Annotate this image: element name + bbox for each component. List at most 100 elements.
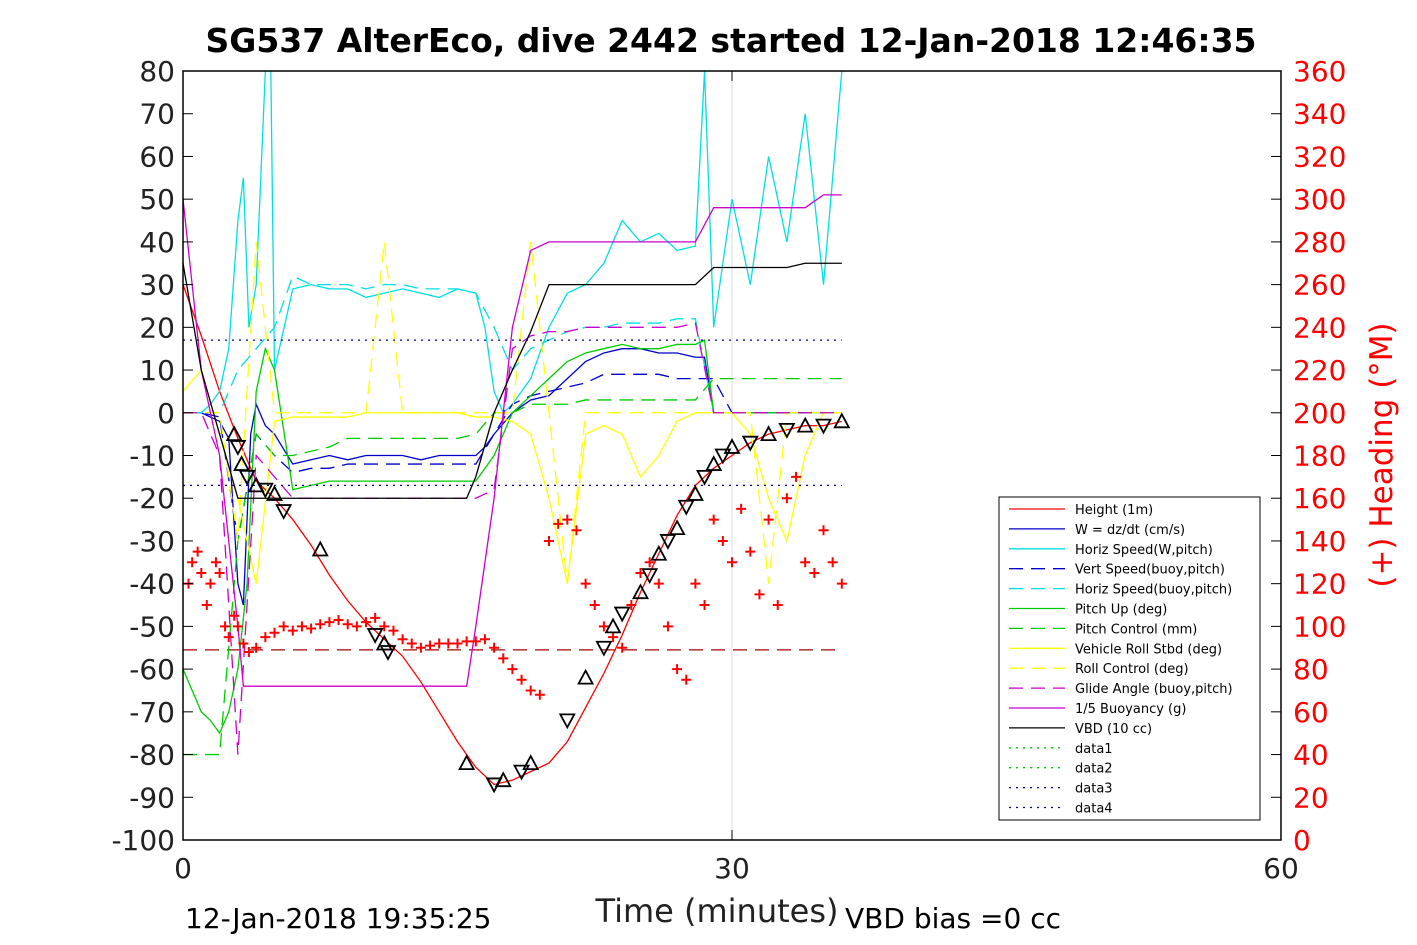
triangle-marker (833, 412, 851, 429)
x-tick-label: 30 (714, 852, 750, 885)
triangle-marker (595, 640, 613, 657)
right-tick-label: 60 (1293, 696, 1329, 729)
triangle-marker (631, 583, 650, 600)
heading-point (461, 636, 472, 647)
heading-point (745, 546, 756, 557)
series-line-11 (183, 262, 842, 499)
chart-title: SG537 AlterEco, dive 2442 started 12-Jan… (205, 21, 1256, 60)
legend-entry: data3 (1075, 782, 1113, 797)
heading-point (617, 642, 628, 653)
heading-point (333, 614, 344, 625)
right-tick-label: 220 (1293, 354, 1346, 387)
heading-point (278, 621, 289, 632)
heading-point (196, 567, 207, 578)
legend-entry: data4 (1075, 802, 1113, 817)
left-tick-label: -60 (129, 653, 175, 686)
legend: Height (1m) W = dz/dt (cm/s) Horiz Speed(W… (998, 496, 1261, 821)
left-tick-label: -100 (111, 824, 175, 857)
legend-entry: data1 (1075, 742, 1113, 757)
legend-box (998, 496, 1261, 821)
triangle-marker (513, 764, 531, 781)
heading-point (470, 636, 481, 647)
triangle-marker (558, 713, 576, 730)
heading-point (415, 642, 426, 653)
legend-entry: Height (1m) (1075, 503, 1153, 518)
triangle-marker (714, 448, 732, 465)
right-tick-label: 240 (1293, 311, 1346, 344)
heading-point (434, 638, 445, 649)
left-tick-label: 70 (139, 98, 175, 131)
right-tick-label: 160 (1293, 482, 1346, 515)
series-line-0 (183, 284, 842, 786)
heading-point (562, 514, 573, 525)
triangle-marker (741, 435, 759, 452)
right-tick-label: 100 (1293, 610, 1346, 643)
right-tick-label: 300 (1293, 183, 1346, 216)
right-tick-label: 0 (1293, 824, 1311, 857)
right-tick-label: 260 (1293, 269, 1346, 302)
right-tick-label: 320 (1293, 140, 1346, 173)
heading-point (296, 621, 307, 632)
series-layer (183, 71, 843, 786)
left-tick-label: -70 (129, 696, 175, 729)
right-tick-label: 200 (1293, 397, 1346, 430)
legend-entry: Pitch Control (mm) (1075, 622, 1197, 637)
heading-point (772, 600, 783, 611)
left-tick-label: 20 (139, 311, 175, 344)
heading-point (690, 578, 701, 589)
triangle-marker (311, 540, 329, 557)
triangle-marker (641, 568, 659, 585)
heading-point (791, 471, 802, 482)
right-tick-label: 120 (1293, 568, 1346, 601)
left-tick-label: -50 (129, 610, 175, 643)
heading-point (406, 638, 417, 649)
right-tick-label: 180 (1293, 440, 1346, 473)
triangle-marker (229, 440, 247, 456)
footer-timestamp: 12-Jan-2018 19:35:25 (185, 902, 491, 935)
heading-point (699, 600, 710, 611)
x-axis-label: Time (minutes) (595, 892, 839, 930)
heading-point (315, 619, 326, 630)
right-tick-label: 360 (1293, 55, 1346, 88)
right-axis-label: (+) Heading (°M) (1364, 322, 1400, 587)
heading-point (662, 621, 673, 632)
heading-point (192, 546, 203, 557)
heading-point (553, 518, 564, 529)
heading-point (672, 664, 683, 675)
triangle-marker (659, 534, 677, 550)
heading-point (379, 621, 390, 632)
heading-point (644, 557, 655, 568)
heading-point (425, 640, 436, 651)
heading-point (800, 557, 811, 568)
triangle-marker (760, 425, 778, 442)
triangle-marker (256, 482, 274, 499)
heading-point (351, 621, 362, 632)
left-tick-label: -80 (129, 739, 175, 772)
footer-vbd-bias: VBD bias =0 cc (845, 902, 1061, 935)
x-tick-label: 0 (174, 852, 192, 885)
heading-point (571, 525, 582, 536)
legend-entry: W = dz/dt (cm/s) (1075, 523, 1185, 538)
left-tick-label: -40 (129, 568, 175, 601)
triangle-marker (668, 519, 686, 536)
heading-point (220, 621, 231, 632)
heading-point (210, 557, 221, 568)
heading-point (836, 578, 847, 589)
right-tick-label: 340 (1293, 98, 1346, 131)
triangle-marker (366, 628, 384, 644)
triangle-markers (225, 412, 851, 794)
left-tick-label: 40 (139, 226, 175, 259)
heading-point (479, 634, 490, 645)
heading-point (827, 557, 838, 568)
heading-point (388, 625, 399, 636)
heading-point (626, 600, 637, 611)
x-tick-label: 60 (1263, 852, 1299, 885)
series-line-10 (183, 194, 842, 687)
right-tick-label: 80 (1293, 653, 1329, 686)
heading-point (534, 689, 545, 700)
heading-point (361, 617, 371, 628)
heading-point (238, 638, 249, 649)
triangle-marker (778, 422, 796, 439)
triangle-marker (522, 754, 540, 770)
series-line-1 (183, 348, 842, 606)
